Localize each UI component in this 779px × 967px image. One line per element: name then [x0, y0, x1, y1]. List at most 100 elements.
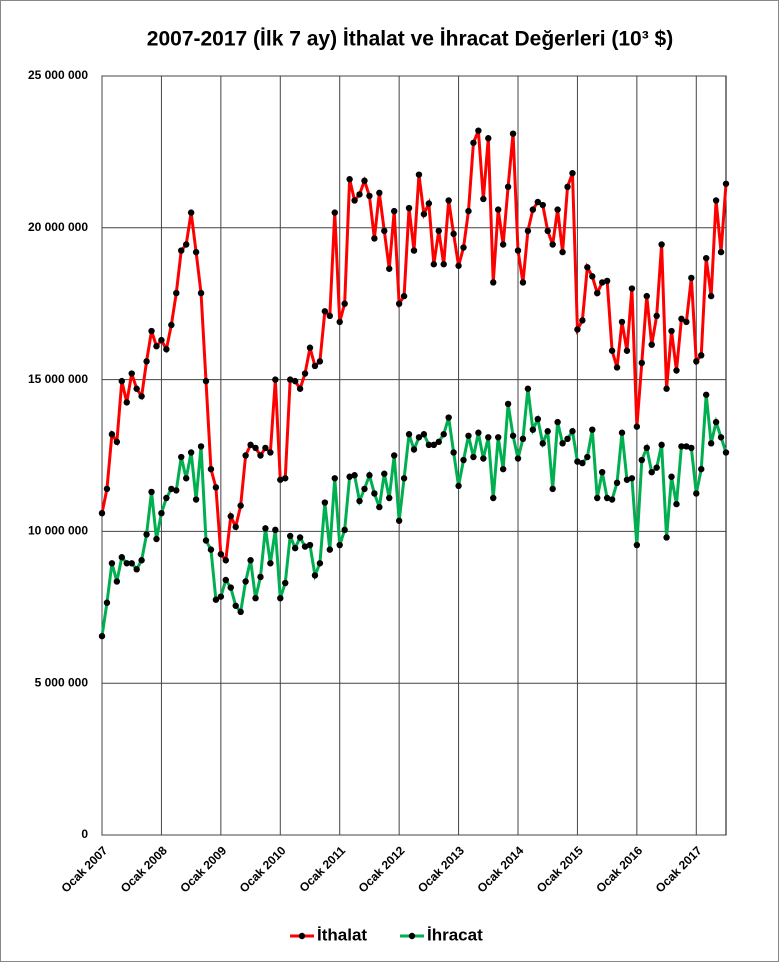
data-point [232, 602, 239, 609]
data-point [698, 465, 705, 473]
data-point [163, 494, 170, 502]
data-point [257, 573, 264, 581]
data-point [717, 248, 725, 256]
data-point [594, 494, 601, 502]
data-point [465, 432, 472, 439]
data-point [390, 207, 398, 215]
y-tick-label: 25 000 000 [28, 68, 88, 82]
data-point [98, 509, 106, 517]
data-point [707, 292, 715, 300]
data-point [623, 347, 631, 354]
data-point [237, 608, 244, 616]
data-point [400, 475, 408, 482]
data-point [490, 279, 497, 286]
data-point [182, 475, 190, 482]
data-point [103, 599, 111, 606]
data-point [410, 446, 418, 453]
data-point [415, 434, 423, 441]
data-point [277, 594, 284, 602]
data-point [702, 391, 710, 398]
data-point [475, 429, 482, 436]
data-point [128, 370, 135, 377]
data-point [420, 210, 428, 218]
data-point [242, 578, 249, 585]
data-point [301, 370, 309, 377]
data-point [262, 525, 269, 532]
data-point [346, 473, 353, 480]
data-point [262, 444, 269, 452]
data-point [509, 432, 517, 439]
data-point [321, 308, 329, 315]
data-point [395, 300, 403, 307]
data-point [371, 235, 378, 242]
data-point [435, 227, 442, 235]
chart-title: 2007-2017 (İlk 7 ay) İthalat ve İhracat … [147, 28, 673, 51]
data-point [410, 247, 418, 254]
data-point [381, 227, 388, 235]
data-point [331, 209, 338, 216]
data-point [534, 415, 542, 423]
data-point [544, 428, 551, 435]
data-point [549, 241, 556, 248]
data-point [192, 496, 200, 503]
y-tick-label: 15 000 000 [28, 372, 88, 386]
data-point [237, 502, 244, 509]
data-point [366, 192, 373, 200]
data-point [227, 584, 234, 591]
data-point [608, 496, 616, 503]
data-point [440, 261, 447, 268]
data-point [678, 315, 685, 323]
data-point [306, 541, 314, 549]
data-point [460, 244, 467, 251]
data-point [539, 201, 546, 209]
data-point [598, 468, 606, 476]
data-point [158, 509, 165, 517]
data-point [247, 557, 254, 564]
data-point [722, 449, 730, 456]
data-point [257, 452, 264, 459]
data-point [683, 318, 690, 326]
data-point [480, 195, 487, 203]
data-point [717, 434, 725, 441]
data-point [628, 475, 636, 482]
data-point [381, 470, 388, 477]
y-tick-label: 5 000 000 [35, 675, 89, 689]
data-point [182, 241, 190, 248]
data-point [217, 550, 225, 558]
data-point [712, 197, 720, 204]
data-point [554, 418, 561, 426]
data-point [598, 279, 606, 286]
data-point [98, 632, 106, 640]
data-point [668, 327, 675, 335]
data-point [643, 292, 650, 300]
data-point [192, 248, 200, 256]
data-point [326, 546, 334, 553]
data-point [663, 385, 670, 392]
data-point [470, 139, 477, 146]
data-point [415, 171, 423, 178]
data-point [158, 336, 165, 344]
legend-label: İthalat [317, 925, 367, 944]
data-point [202, 377, 210, 385]
data-point [168, 321, 175, 329]
data-point [455, 482, 462, 490]
data-point [628, 285, 636, 292]
data-point [603, 494, 611, 502]
data-point [524, 385, 532, 392]
data-point [108, 560, 116, 567]
data-point [494, 434, 502, 441]
data-point [138, 393, 145, 400]
data-point [643, 444, 650, 452]
data-point [321, 499, 329, 506]
data-point [579, 317, 586, 324]
data-point [197, 443, 205, 450]
data-point [564, 435, 571, 443]
data-point [371, 490, 378, 497]
data-point [613, 364, 621, 371]
data-point [336, 318, 343, 326]
data-point [395, 517, 403, 524]
data-point [499, 465, 507, 473]
data-point [326, 312, 334, 320]
data-point [341, 300, 348, 307]
data-point [197, 289, 205, 297]
